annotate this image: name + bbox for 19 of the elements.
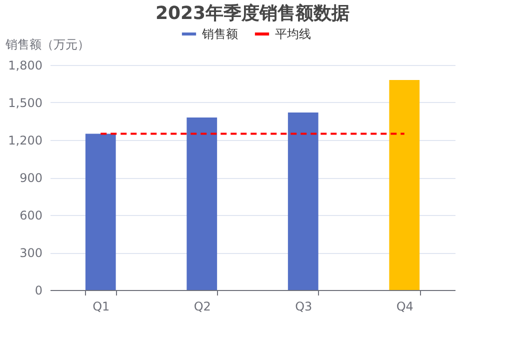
y-tick-label: 0 xyxy=(34,284,42,298)
y-tick-label: 1,200 xyxy=(8,134,42,148)
x-tick-label: Q2 xyxy=(194,300,211,314)
bar xyxy=(186,118,218,290)
x-tick-label: Q1 xyxy=(92,300,110,314)
bar xyxy=(85,134,116,290)
bar xyxy=(389,80,420,290)
x-tick-label: Q4 xyxy=(396,300,414,314)
y-tick-label: 600 xyxy=(20,208,42,222)
x-tick-label: Q3 xyxy=(295,300,312,314)
y-tick-label: 1,500 xyxy=(8,96,42,110)
legend-label: 平均线 xyxy=(275,27,311,41)
chart-title: 2023年季度销售额数据 xyxy=(155,3,350,24)
y-tick-label: 300 xyxy=(20,246,42,260)
bar xyxy=(288,112,318,290)
y-tick-label: 1,800 xyxy=(8,58,42,72)
y-axis-title: 销售额（万元） xyxy=(4,38,90,52)
y-tick-label: 900 xyxy=(20,171,42,185)
legend-label: 销售额 xyxy=(201,27,238,41)
